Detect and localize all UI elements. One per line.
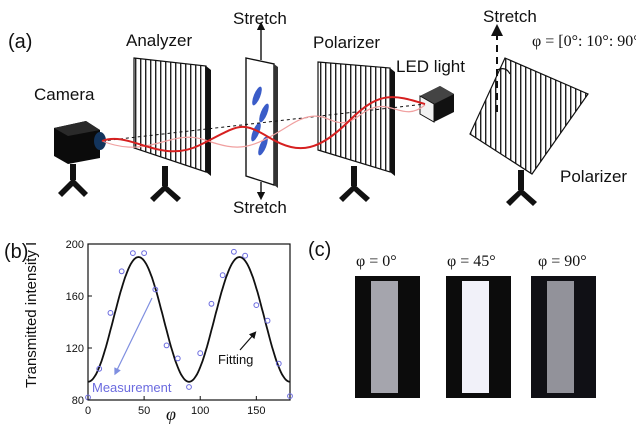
photo-caption-0: φ = 0° [356,253,397,270]
film-strip-0 [371,281,398,393]
x-axis-label: φ [166,404,176,424]
measurement-point [253,302,260,309]
plot-frame [87,243,291,401]
polarizer-icon [317,61,395,202]
right-polarizer-label: Polarizer [560,167,627,186]
measurement-point [208,300,215,307]
molecule-1 [252,86,262,106]
chart-plot [85,243,293,401]
y-tick-label: 120 [66,343,84,355]
led-light-icon [419,86,454,123]
measurement-point [230,248,237,255]
angle-formula: φ = [0°: 10°: 90°] [532,33,636,50]
right-stretch-label: Stretch [483,7,537,26]
light-beam [101,96,426,153]
stretch-bottom-label: Stretch [233,198,287,217]
measurement-point [219,272,226,279]
x-tick-label: 50 [138,405,150,417]
panel-a: (a) Camera Analyzer Stretch Stretch Pola… [8,7,636,217]
panel-a-label: (a) [8,31,32,53]
panel-c-label: (c) [308,239,331,261]
chart-ticks: 0 50 100 150 80 120 160 200 [66,239,266,417]
analyzer-label: Analyzer [126,31,192,50]
measurement-point [141,250,148,257]
camera-label: Camera [34,85,95,104]
panel-b: (b) Transmitted intensity I 0 50 100 150 80 1… [4,239,293,424]
fitting-curve [87,256,291,383]
y-tick-label: 200 [66,239,84,251]
measurement-legend: Measurement [92,380,172,395]
fitting-legend: Fitting [218,352,253,367]
measurement-arrow [114,297,153,376]
measurement-point [96,365,103,372]
molecule-3 [251,122,261,142]
stretch-top-label: Stretch [233,9,287,28]
molecule-4 [258,136,268,156]
led-label: LED light [396,57,465,76]
film-strip-90 [547,281,574,393]
film-strip-45 [462,281,489,393]
measurement-point [152,286,159,293]
measurement-point [242,252,249,259]
x-tick-label: 0 [85,405,91,417]
photo-caption-90: φ = 90° [538,253,587,270]
photo-90deg [531,276,596,398]
y-tick-label: 160 [66,291,84,303]
y-tick-label: 80 [72,395,84,407]
photo-0deg [355,276,420,398]
panel-b-label: (b) [4,241,28,263]
molecule-2 [259,103,269,123]
polarizer-label: Polarizer [313,33,380,52]
fitting-arrow [239,331,257,351]
y-axis-label: Transmitted intensity I [23,242,40,388]
measurement-point [287,393,293,400]
measurement-point [163,342,170,349]
measurement-point [107,310,114,316]
panel-c: (c) φ = 0° φ = 45° φ = 90° [308,239,596,398]
photo-45deg [446,276,511,398]
measurement-point [197,350,204,357]
camera-icon [54,121,106,197]
x-tick-label: 100 [191,405,209,417]
measurement-point [186,384,192,390]
measurement-point [129,250,136,257]
angle-arc [496,68,511,75]
measurement-point [264,317,271,324]
measurement-point [275,360,282,367]
measurement-point [118,268,125,275]
measurement-point [174,355,181,362]
rotated-polarizer-icon [469,24,589,206]
sample-film [245,21,278,201]
photo-caption-45: φ = 45° [447,253,496,270]
x-tick-label: 150 [247,405,265,417]
analyzer-icon [133,57,211,202]
